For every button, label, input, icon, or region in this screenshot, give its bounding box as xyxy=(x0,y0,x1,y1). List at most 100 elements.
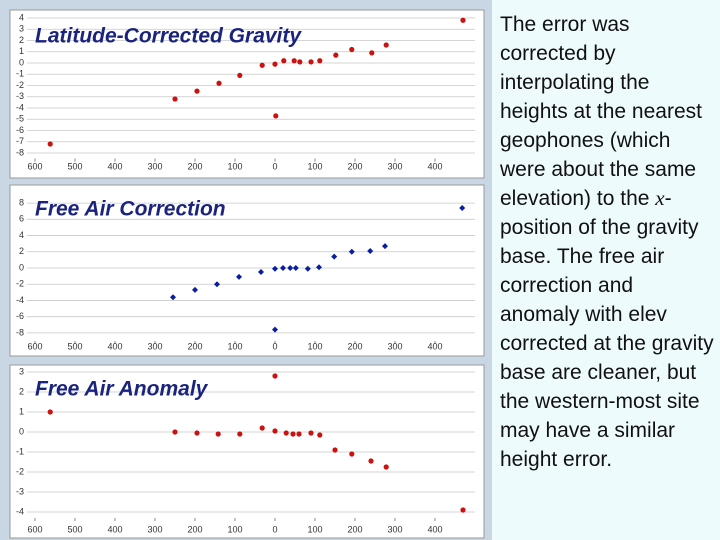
point xyxy=(172,429,178,435)
x-tick-label: 600 xyxy=(27,341,42,351)
x-tick-label: 0 xyxy=(272,161,277,171)
chart-panel xyxy=(9,364,485,539)
point xyxy=(283,430,289,436)
point xyxy=(460,17,466,23)
y-tick-label: -2 xyxy=(16,80,24,90)
point xyxy=(172,96,178,102)
x-tick-label: 300 xyxy=(147,161,162,171)
point xyxy=(280,265,286,271)
text: The error was corrected by interpolating… xyxy=(500,13,702,210)
point xyxy=(281,58,287,64)
chart-panel xyxy=(9,184,485,357)
point xyxy=(237,431,243,437)
y-tick-label: -4 xyxy=(16,102,24,112)
x-tick-label: 0 xyxy=(272,524,277,534)
text: -position of the gravity base. The free … xyxy=(500,187,714,471)
point xyxy=(290,431,296,437)
point xyxy=(216,80,222,86)
x-tick-label: 0 xyxy=(272,341,277,351)
point xyxy=(237,72,243,78)
point xyxy=(308,59,314,65)
point xyxy=(259,62,265,68)
x-tick-label: 400 xyxy=(107,524,122,534)
point xyxy=(259,425,265,431)
point xyxy=(383,464,389,470)
point xyxy=(214,281,220,288)
x-tick-label: 500 xyxy=(67,524,82,534)
y-tick-label: -5 xyxy=(16,114,24,124)
point xyxy=(272,428,278,434)
y-tick-label: 6 xyxy=(19,214,24,224)
point xyxy=(297,59,303,65)
variable: x xyxy=(655,186,665,210)
x-tick-label: 400 xyxy=(107,341,122,351)
x-tick-label: 200 xyxy=(347,524,362,534)
y-tick-label: -1 xyxy=(16,69,24,79)
point xyxy=(192,286,198,293)
y-tick-label: -1 xyxy=(16,446,24,456)
x-tick-label: 100 xyxy=(307,524,322,534)
x-tick-label: 600 xyxy=(27,161,42,171)
point xyxy=(292,265,299,271)
y-tick-label: -2 xyxy=(16,279,24,289)
x-tick-label: 400 xyxy=(107,161,122,171)
point xyxy=(460,507,466,513)
y-tick-label: -3 xyxy=(16,486,24,496)
point xyxy=(272,373,278,379)
x-tick-label: 100 xyxy=(307,341,322,351)
x-tick-label: 400 xyxy=(427,161,442,171)
x-tick-label: 300 xyxy=(387,341,402,351)
point xyxy=(348,248,355,255)
y-tick-label: 4 xyxy=(19,230,24,240)
point xyxy=(170,294,176,301)
y-tick-label: 8 xyxy=(19,197,24,207)
y-tick-label: 3 xyxy=(19,24,24,34)
point xyxy=(215,431,221,437)
point xyxy=(272,265,278,272)
x-tick-label: 200 xyxy=(347,341,362,351)
y-tick-label: -3 xyxy=(16,91,24,101)
point xyxy=(296,431,302,437)
x-tick-label: 100 xyxy=(307,161,322,171)
x-tick-label: 200 xyxy=(187,341,202,351)
x-tick-label: 300 xyxy=(387,161,402,171)
y-tick-label: -6 xyxy=(16,311,24,321)
chart-title: Free Air Anomaly xyxy=(35,378,209,401)
point xyxy=(308,430,314,436)
y-tick-label: 2 xyxy=(19,35,24,45)
y-tick-label: 1 xyxy=(19,46,24,56)
point xyxy=(459,204,466,211)
x-tick-label: 300 xyxy=(147,341,162,351)
point xyxy=(47,141,53,147)
y-tick-label: 1 xyxy=(19,406,24,416)
x-tick-label: 200 xyxy=(187,161,202,171)
y-tick-label: -2 xyxy=(16,466,24,476)
point xyxy=(349,451,355,457)
x-tick-label: 100 xyxy=(227,161,242,171)
point xyxy=(304,265,311,272)
point xyxy=(47,409,53,415)
point xyxy=(272,61,278,67)
x-tick-label: 300 xyxy=(147,524,162,534)
chart-panel xyxy=(9,9,485,179)
point xyxy=(258,269,264,276)
y-tick-label: 0 xyxy=(19,426,24,436)
body-text: The error was corrected by interpolating… xyxy=(492,0,720,540)
y-tick-label: -8 xyxy=(16,327,24,337)
point xyxy=(272,326,278,333)
y-tick-label: -7 xyxy=(16,136,24,146)
point xyxy=(236,273,242,280)
x-tick-label: 400 xyxy=(427,524,442,534)
chart-title: Free Air Correction xyxy=(35,198,226,221)
x-tick-label: 100 xyxy=(227,524,242,534)
point xyxy=(349,46,355,53)
point xyxy=(317,58,323,64)
y-tick-label: 3 xyxy=(19,366,24,376)
x-tick-label: 300 xyxy=(387,524,402,534)
point xyxy=(383,42,389,48)
point xyxy=(291,58,297,64)
y-tick-label: 0 xyxy=(19,57,24,67)
x-tick-label: 200 xyxy=(347,161,362,171)
